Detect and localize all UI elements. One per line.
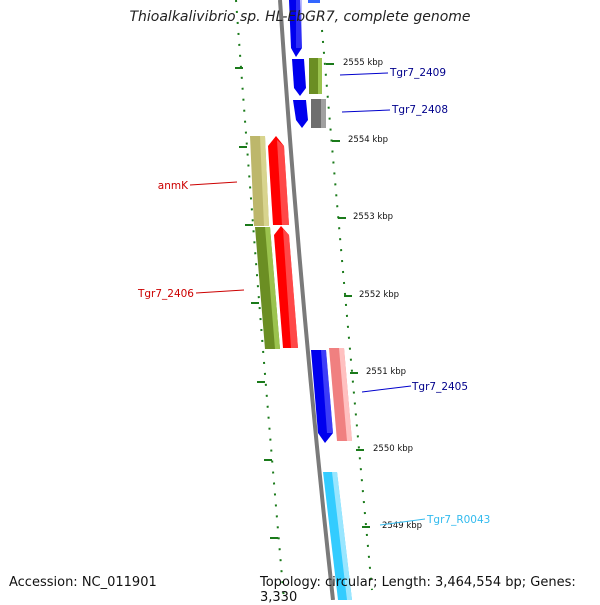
leader-lines <box>189 72 426 526</box>
genome-backbone <box>278 0 335 600</box>
cds-top-blip <box>308 0 320 3</box>
gene-label-tgr7-2408: Tgr7_2408 <box>391 104 448 116</box>
tick-label: 2553 kbp <box>353 212 393 222</box>
cds-2408-blue <box>293 100 308 128</box>
features <box>250 0 352 600</box>
summary-text: Topology: circular; Length: 3,464,554 bp… <box>260 575 576 605</box>
tick-label: 2552 kbp <box>359 290 399 300</box>
gene-label-tgr7-2409: Tgr7_2409 <box>389 67 446 79</box>
genome-title: Thioalkalivibrio sp. HL-EbGR7, complete … <box>129 9 471 25</box>
inner-dotted-arc <box>235 0 285 600</box>
gene-label-tgr7-2405: Tgr7_2405 <box>411 381 468 393</box>
gene-label-tgr7-2406: Tgr7_2406 <box>137 288 194 300</box>
outer-dotted-arc <box>321 29 373 591</box>
gene-label-tgr7-r0043: Tgr7_R0043 <box>426 514 490 526</box>
cds-top-blue <box>289 0 302 57</box>
gene-label-anmk: anmK <box>158 180 189 192</box>
tick-label: 2551 kbp <box>366 367 406 377</box>
tick-label: 2554 kbp <box>348 135 388 145</box>
tick-dashes <box>235 63 370 539</box>
tick-label: 2550 kbp <box>373 444 413 454</box>
cds-2409-blue <box>292 59 306 96</box>
gene-labels: Tgr7_2409 Tgr7_2408 anmK Tgr7_2406 Tgr7_… <box>137 67 490 526</box>
accession-text: Accession: NC_011901 <box>9 575 157 590</box>
tick-label: 2549 kbp <box>382 521 422 531</box>
tick-labels: 2555 kbp 2554 kbp 2553 kbp 2552 kbp 2551… <box>343 58 422 531</box>
tick-label: 2555 kbp <box>343 58 383 68</box>
